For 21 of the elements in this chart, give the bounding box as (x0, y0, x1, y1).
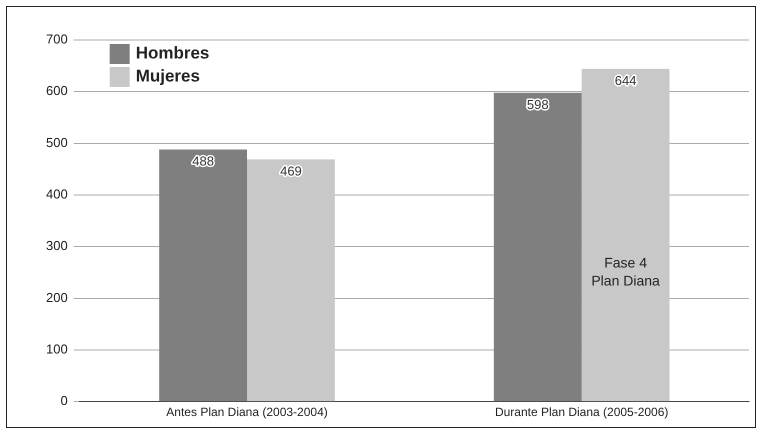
legend-label: Hombres (136, 44, 210, 63)
y-tick-label: 400 (46, 186, 68, 202)
data-label: 598 (526, 96, 549, 112)
x-tick-label: Durante Plan Diana (2005-2006) (494, 405, 668, 420)
data-label: 644 (614, 73, 636, 88)
y-tick-label: 700 (46, 32, 68, 47)
y-tick-label: 100 (46, 342, 68, 357)
y-tick-label: 0 (60, 393, 68, 408)
annotation: Fase 4 Plan Diana (591, 254, 660, 288)
y-tick-label: 600 (46, 83, 68, 98)
bar (494, 92, 582, 402)
data-label: 488 (192, 154, 214, 169)
y-tick-label: 500 (46, 134, 68, 150)
y-tick-label: 200 (46, 290, 68, 305)
bar (159, 150, 248, 402)
bar (582, 68, 670, 402)
bar (247, 159, 335, 402)
legend-label: Mujeres (136, 66, 200, 86)
x-tick-label: Antes Plan Diana (2003-2004) (166, 405, 328, 420)
y-tick-label: 300 (46, 238, 68, 254)
data-label: 469 (280, 163, 302, 178)
